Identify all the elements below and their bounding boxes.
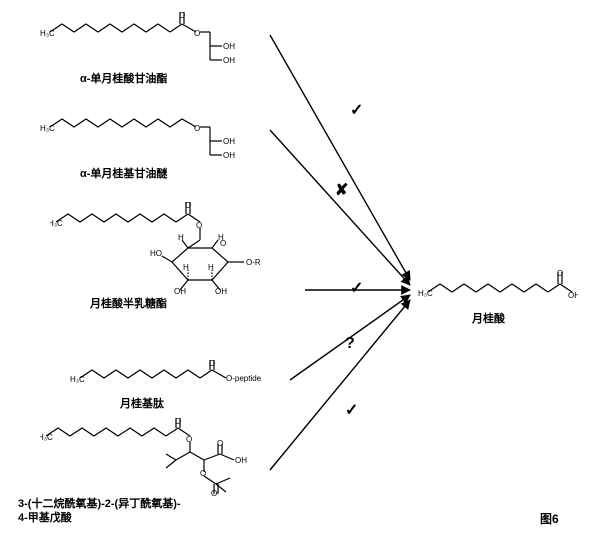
svg-text:O: O bbox=[179, 11, 185, 20]
svg-text:OH: OH bbox=[235, 456, 247, 465]
mol-cpd1: H₃C O O OH OH bbox=[40, 10, 240, 68]
mol-cpd2: H₃C O OH OH bbox=[40, 105, 240, 163]
svg-text:O-R: O-R bbox=[246, 258, 261, 267]
label-cpd1: α-单月桂酸甘油酯 bbox=[80, 70, 167, 86]
svg-text:O: O bbox=[220, 239, 226, 248]
svg-text:H₃C: H₃C bbox=[50, 219, 63, 228]
svg-text:OH: OH bbox=[223, 151, 235, 160]
svg-text:H₃C: H₃C bbox=[40, 433, 53, 442]
svg-text:OH: OH bbox=[174, 287, 186, 295]
diagram-stage: H₃C O O OH OH H₃C O OH OH bbox=[0, 0, 600, 537]
mol-cpd3: H₃C O O O OH OH HO H H H H O-R bbox=[50, 200, 290, 295]
svg-text:H: H bbox=[218, 233, 224, 242]
svg-text:O: O bbox=[194, 124, 200, 133]
svg-text:O: O bbox=[185, 201, 191, 210]
mol-cpd5: H₃C O O O OH O O bbox=[40, 418, 260, 496]
svg-text:O: O bbox=[194, 29, 200, 38]
mark-1: ✓ bbox=[350, 100, 363, 120]
svg-text:H₃C: H₃C bbox=[70, 375, 85, 384]
mark-4: ? bbox=[345, 335, 355, 353]
svg-text:O-peptide: O-peptide bbox=[226, 374, 262, 383]
svg-text:H₃C: H₃C bbox=[40, 29, 55, 38]
svg-text:O: O bbox=[186, 435, 192, 444]
svg-text:O: O bbox=[217, 439, 223, 448]
mark-3: ✓ bbox=[350, 278, 363, 298]
label-cpd2: α-单月桂基甘油醚 bbox=[80, 165, 167, 181]
svg-text:H: H bbox=[183, 263, 189, 272]
svg-text:OH: OH bbox=[223, 42, 235, 51]
svg-text:O: O bbox=[211, 489, 217, 496]
svg-text:O: O bbox=[200, 469, 206, 478]
svg-text:O: O bbox=[209, 360, 215, 368]
mark-5: ✓ bbox=[345, 400, 358, 420]
svg-text:H: H bbox=[178, 233, 184, 242]
svg-text:H₃C: H₃C bbox=[418, 289, 433, 298]
svg-text:H₃C: H₃C bbox=[40, 124, 55, 133]
svg-text:OH: OH bbox=[215, 287, 227, 295]
svg-text:O: O bbox=[557, 269, 563, 278]
svg-text:O: O bbox=[196, 221, 202, 230]
label-cpd4: 月桂基肽 bbox=[120, 395, 164, 411]
svg-text:O: O bbox=[175, 418, 181, 426]
label-cpd3: 月桂酸半乳糖酯 bbox=[90, 295, 167, 311]
mol-product: H₃C O OH bbox=[418, 268, 578, 306]
mol-cpd4: H₃C O O-peptide bbox=[70, 360, 280, 388]
svg-text:H: H bbox=[208, 263, 214, 272]
label-cpd5: 3-(十二烷酰氧基)-2-(异丁酰氧基)- 4-甲基戊酸 bbox=[18, 498, 181, 526]
svg-text:OH: OH bbox=[223, 56, 235, 65]
svg-text:OH: OH bbox=[223, 137, 235, 146]
svg-text:OH: OH bbox=[568, 291, 578, 300]
mark-2: ✘ bbox=[335, 180, 348, 200]
svg-text:HO: HO bbox=[150, 249, 162, 258]
label-figure: 图6 bbox=[540, 510, 559, 527]
label-product: 月桂酸 bbox=[472, 310, 505, 326]
